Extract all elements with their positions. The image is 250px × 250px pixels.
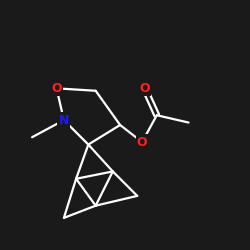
Text: N: N (59, 114, 69, 126)
Text: O: O (137, 136, 147, 148)
Text: O: O (139, 82, 150, 95)
Text: O: O (51, 82, 62, 95)
